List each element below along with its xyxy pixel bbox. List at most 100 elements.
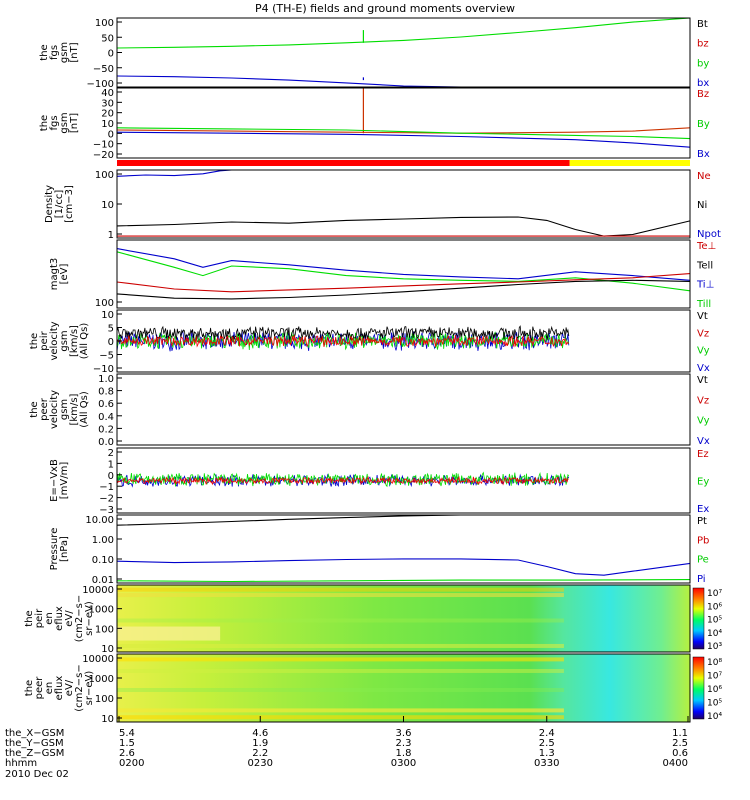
y-axis-label: velocity xyxy=(49,321,60,360)
legend-item: Npot xyxy=(697,229,721,240)
legend-item: Pb xyxy=(697,535,709,546)
y-axis-label: sr−eV) xyxy=(84,601,95,636)
panel-7: 10.00 1.00 0.10 0.01 Pressure [nPa] Pt Pb Pe Pi xyxy=(49,514,709,586)
y-tick-label: 0.0 xyxy=(98,437,114,448)
legend-item: Vx xyxy=(697,363,710,374)
y-axis-label: peir xyxy=(39,330,50,350)
x-axis-value: 0300 xyxy=(391,758,416,769)
panel-frame xyxy=(116,584,691,653)
y-axis-label: [cm−3] xyxy=(64,185,75,223)
y-axis-label: en xyxy=(44,612,55,625)
legend-item: Vy xyxy=(697,416,710,427)
y-axis-label: sr−eV) xyxy=(84,671,95,706)
y-tick-label: 0.2 xyxy=(98,424,114,435)
y-axis-label: en xyxy=(44,682,55,695)
series-Bx xyxy=(116,131,691,148)
colorbar-tick-label: 10⁶ xyxy=(707,602,722,612)
y-axis-label: [eV] xyxy=(59,264,70,285)
y-axis-label: [nT] xyxy=(69,113,80,133)
legend-item: Te⊥ xyxy=(696,241,716,252)
legend-item: Ey xyxy=(697,477,709,488)
y-tick-label: 10 xyxy=(101,200,114,211)
x-axis-value: 1.3 xyxy=(539,748,555,759)
panel-0: 100 50 0 −50 −100 the fgs gsm [nT] Bt bz by bx xyxy=(39,17,709,90)
y-tick-label: 1.00 xyxy=(92,535,114,546)
y-tick-label: 10 xyxy=(101,310,114,321)
panel-frame xyxy=(116,514,691,584)
y-axis-label: [km/s] xyxy=(69,325,80,357)
x-axis-value: 2.5 xyxy=(539,738,555,749)
colorbar-tick-label: 10⁷ xyxy=(707,589,722,599)
series-By xyxy=(116,127,691,140)
series-Pi xyxy=(116,558,691,576)
x-axis-row-label: hhmm xyxy=(5,758,37,769)
x-axis-value: 0200 xyxy=(119,758,144,769)
series-Ni xyxy=(116,216,691,237)
y-tick-label: −10 xyxy=(93,364,114,375)
y-tick-label: 10000 xyxy=(82,654,114,665)
y-axis-label: eflux xyxy=(54,676,65,701)
band-0 xyxy=(117,587,564,592)
legend-item: Ez xyxy=(697,449,709,460)
x-axis-row-label: the_Z−GSM xyxy=(5,748,64,759)
y-tick-label: 100 xyxy=(95,694,114,705)
y-tick-label: −50 xyxy=(93,64,114,75)
legend-item: Ex xyxy=(697,504,709,515)
legend-item: Till xyxy=(696,299,711,310)
series-Vz xyxy=(116,334,570,348)
series-Ez xyxy=(116,475,569,486)
legend-item: by xyxy=(697,58,709,69)
y-axis-label: eV/ xyxy=(64,610,75,627)
x-axis-value: 2.2 xyxy=(252,748,268,759)
x-axis-value: 2.6 xyxy=(119,748,135,759)
panel-frame xyxy=(116,169,691,239)
status-bar-yellow xyxy=(569,160,690,166)
y-axis-label: E=−VxB xyxy=(49,459,60,502)
x-axis-value: 0.6 xyxy=(672,748,688,759)
y-axis-label: magt3 xyxy=(49,258,60,291)
chart-title: P4 (TH-E) fields and ground moments over… xyxy=(255,2,515,15)
y-axis-label: the xyxy=(39,115,50,131)
y-tick-label: 10 xyxy=(101,714,114,725)
legend-item: Vt xyxy=(697,375,708,386)
y-tick-label: 40 xyxy=(101,88,114,99)
y-tick-label: −10 xyxy=(93,140,114,151)
x-axis-value: 2.5 xyxy=(672,738,688,749)
series-Till xyxy=(116,251,691,292)
legend-item: bz xyxy=(697,39,709,50)
y-axis-label: (All Qs) xyxy=(79,323,90,360)
y-tick-label: 2 xyxy=(108,448,114,459)
x-axis-row-label: the_Y−GSM xyxy=(5,738,64,749)
y-tick-label: 1.0 xyxy=(98,374,114,385)
series-Tell xyxy=(116,279,691,300)
y-tick-label: −20 xyxy=(93,150,114,161)
panel-8: 10⁷ 10⁶ 10⁵ 10⁴ 10³ 10000 1000 100 10 the peir en ef… xyxy=(24,584,722,655)
y-tick-label: −100 xyxy=(87,79,114,90)
y-tick-label: 30 xyxy=(101,98,114,109)
y-tick-label: 1000 xyxy=(89,674,114,685)
series-Te⊥ xyxy=(116,273,691,293)
legend-item: Vx xyxy=(697,436,710,447)
y-tick-label: 0.01 xyxy=(92,575,114,586)
band-3 xyxy=(117,708,564,713)
y-tick-label: −1 xyxy=(99,482,114,493)
y-axis-label: peir xyxy=(34,608,45,628)
band-1 xyxy=(117,668,564,673)
legend-item: bx xyxy=(697,78,709,89)
x-axis-value: 1.1 xyxy=(672,728,688,739)
band-2 xyxy=(117,618,564,623)
x-axis-value: 1.5 xyxy=(119,738,135,749)
panel-frame xyxy=(116,87,691,159)
y-axis-label: gsm xyxy=(59,399,70,420)
colorbar xyxy=(692,587,705,650)
colorbar-tick-label: 10⁸ xyxy=(707,658,722,668)
legend-item: Pi xyxy=(697,574,706,585)
colorbar-tick-label: 10⁷ xyxy=(707,672,722,682)
x-axis-value: 5.4 xyxy=(119,728,135,739)
y-axis-label: the xyxy=(24,680,35,696)
colorbar-tick-label: 10³ xyxy=(707,642,722,652)
series-bx xyxy=(116,75,461,88)
y-axis-label: peer xyxy=(34,676,45,700)
